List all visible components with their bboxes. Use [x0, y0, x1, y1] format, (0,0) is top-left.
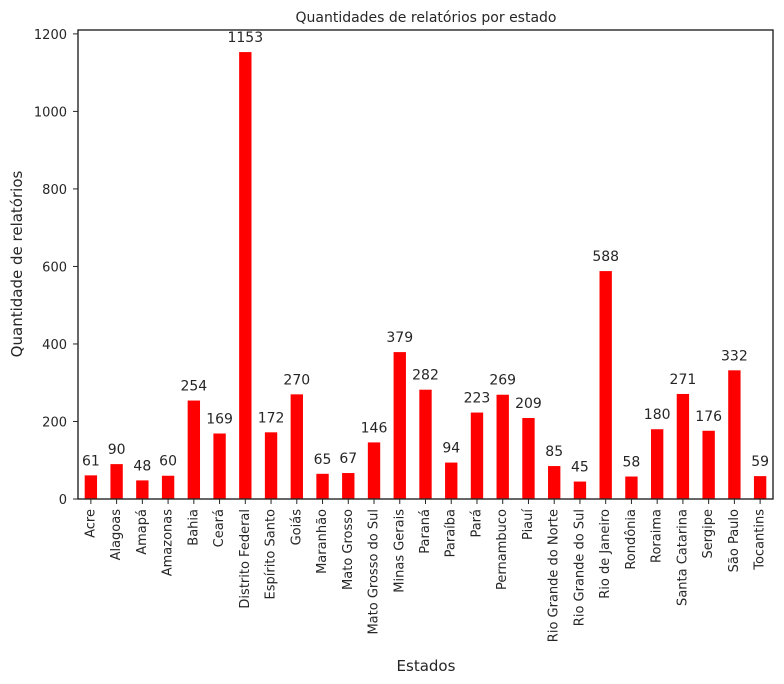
bar: [548, 466, 561, 499]
x-tick-label: Sergipe: [701, 509, 716, 558]
x-tick-label: Roraima: [650, 509, 665, 563]
bar: [239, 52, 252, 500]
x-tick-label: Distrito Federal: [238, 509, 253, 609]
x-tick-label: Mato Grosso: [341, 509, 356, 590]
x-tick-label: Maranhão: [315, 509, 330, 574]
x-tick-label: Pará: [469, 509, 484, 538]
x-tick-label: Bahia: [186, 509, 201, 546]
bar: [393, 352, 406, 499]
bar: [342, 473, 355, 499]
x-tick-label: Paraíba: [444, 509, 459, 557]
data-label: 172: [258, 410, 285, 426]
bar: [676, 393, 690, 499]
x-tick-label: São Paulo: [727, 509, 742, 572]
bar: [419, 389, 432, 499]
x-tick-label: Rio de Janeiro: [598, 509, 613, 599]
bar: [187, 400, 201, 499]
x-tick-label: Ceará: [212, 509, 227, 547]
x-tick-label: Rio Grande do Norte: [547, 509, 562, 642]
chart-title: Quantidades de relatórios por estado: [295, 10, 556, 26]
data-label: 176: [695, 409, 722, 425]
x-axis-label: Estados: [397, 657, 456, 675]
bars-group: [84, 52, 767, 500]
bar: [316, 473, 329, 499]
data-label: 58: [623, 455, 641, 471]
data-label: 588: [592, 249, 619, 265]
y-tick-label: 600: [42, 260, 67, 275]
data-label: 223: [464, 391, 491, 407]
bar: [110, 464, 123, 499]
bar: [445, 462, 458, 499]
x-tick-label: Rio Grande do Sul: [572, 509, 587, 626]
y-tick-label: 1200: [34, 28, 67, 43]
data-label: 48: [133, 458, 151, 474]
x-tick-label: Tocantins: [753, 509, 768, 571]
y-tick-label: 200: [42, 415, 67, 430]
bar: [213, 433, 226, 499]
x-tick-label: Minas Gerais: [392, 509, 407, 593]
data-label: 60: [159, 454, 177, 470]
bar: [650, 429, 664, 499]
bar: [625, 476, 638, 499]
data-label: 209: [515, 396, 542, 412]
x-axis-ticks: Acre Alagoas Amapá Amazonas Bahia Ceará Distri…: [83, 499, 768, 642]
y-axis-ticks: 0 200 400 600 800 1000 1200: [34, 28, 78, 508]
bar: [264, 432, 278, 499]
x-tick-label: Amapá: [135, 509, 150, 555]
data-label: 1153: [227, 30, 263, 46]
plot-frame: [77, 29, 774, 500]
data-label: 85: [545, 444, 563, 460]
data-label: 269: [489, 373, 516, 389]
y-tick-label: 800: [42, 183, 67, 198]
x-tick-label: Paraná: [418, 509, 433, 554]
bar: [728, 370, 741, 499]
data-label: 270: [283, 372, 310, 388]
bar: [702, 430, 715, 499]
x-tick-label: Rondônia: [624, 509, 639, 570]
x-tick-label: Mato Grosso do Sul: [367, 509, 382, 635]
y-tick-label: 400: [42, 338, 67, 353]
data-label: 282: [412, 368, 439, 384]
bar: [367, 442, 381, 499]
data-label: 90: [108, 442, 126, 458]
data-label: 59: [751, 454, 769, 470]
bar: [573, 481, 587, 499]
bar: [753, 476, 767, 499]
x-tick-label: Goiás: [289, 509, 304, 546]
x-tick-label: Piauí: [521, 509, 536, 540]
bar: [136, 480, 149, 499]
bar: [470, 412, 484, 499]
data-label: 67: [339, 451, 357, 467]
data-label: 45: [571, 460, 589, 476]
data-label: 180: [644, 407, 671, 423]
bar: [290, 394, 303, 499]
data-label: 169: [206, 412, 233, 428]
x-tick-label: Amazonas: [161, 509, 176, 577]
data-label: 65: [314, 452, 332, 468]
x-tick-label: Espírito Santo: [264, 509, 279, 600]
bar: [496, 394, 509, 499]
bar: [161, 475, 175, 499]
x-tick-label: Santa Catarina: [675, 509, 690, 606]
x-tick-label: Acre: [83, 509, 98, 538]
x-tick-label: Pernambuco: [495, 509, 510, 590]
data-label: 61: [82, 453, 100, 469]
data-label: 332: [721, 348, 748, 364]
bar: [522, 417, 535, 499]
data-label: 94: [442, 441, 460, 457]
data-label: 271: [670, 372, 697, 388]
y-tick-label: 1000: [34, 105, 67, 120]
data-label: 379: [386, 330, 413, 346]
data-label: 254: [180, 379, 207, 395]
data-label: 146: [361, 420, 388, 436]
x-tick-label: Alagoas: [109, 509, 124, 561]
bar: [84, 475, 98, 499]
y-tick-label: 0: [59, 493, 67, 508]
y-axis-label: Quantidade de relatórios: [8, 171, 26, 358]
bar: [599, 271, 612, 499]
